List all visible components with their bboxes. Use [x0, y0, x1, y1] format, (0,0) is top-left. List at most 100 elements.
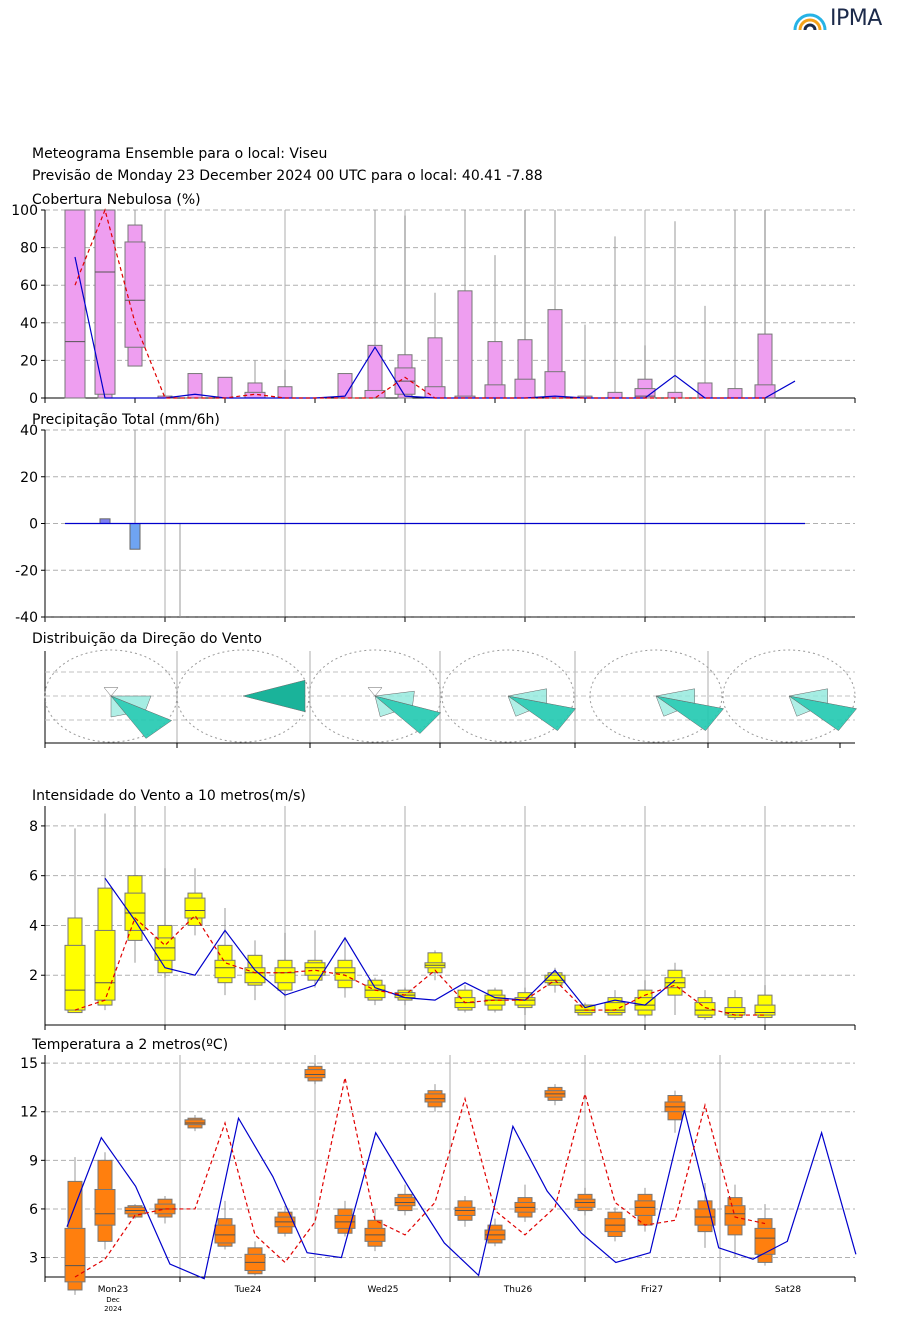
y-tick-label: 20: [20, 470, 38, 486]
wind-box: [184, 897, 206, 919]
cloud-box: [364, 389, 386, 399]
wind-rose-circle: [441, 649, 575, 743]
panel-title: Cobertura Nebulosa (%): [32, 192, 201, 208]
wind-rose-wedge: [367, 687, 383, 697]
cloud-box: [124, 241, 146, 348]
x-tick-label: Sat28: [775, 1285, 801, 1295]
cloud-range: [727, 388, 743, 399]
wind-box: [724, 1007, 746, 1016]
precip-bar: [99, 518, 111, 525]
y-tick-label: 9: [29, 1153, 38, 1169]
x-tick-label: Thu26: [503, 1285, 533, 1295]
temp-box: [754, 1227, 776, 1255]
wind-box: [244, 967, 266, 984]
cloud-box: [754, 384, 776, 399]
wind-rose-wedge: [110, 695, 152, 711]
temp-box: [634, 1200, 656, 1216]
wind-rose-wedge: [374, 695, 395, 718]
y-tick-label: -20: [15, 563, 38, 579]
y-tick-label: 40: [20, 316, 38, 332]
cloud-range: [667, 391, 683, 399]
precip-bar: [129, 523, 141, 550]
wind-rose-wedge: [655, 688, 695, 704]
cloud-box: [484, 384, 506, 399]
wind-box: [154, 937, 176, 961]
wind-rose-wedge: [507, 688, 547, 704]
temp-box: [94, 1188, 116, 1226]
wind-box: [604, 1002, 626, 1014]
y-tick-label: 6: [29, 1202, 38, 1218]
chart-subtitle: Previsão de Monday 23 December 2024 00 U…: [32, 168, 543, 184]
y-tick-label: 0: [29, 391, 38, 407]
wind-rose-wedge: [655, 695, 678, 717]
y-tick-label: 100: [11, 203, 38, 219]
cloud-range: [277, 386, 293, 399]
cloud-box: [424, 386, 446, 399]
temp-box: [454, 1206, 476, 1216]
logo-text: IPMA: [830, 6, 882, 31]
x-tick-label: Fri27: [641, 1285, 663, 1295]
panel-title: Precipitação Total (mm/6h): [32, 412, 220, 428]
wind-rose-circle: [308, 649, 442, 743]
wind-box: [544, 974, 566, 984]
temp-box: [394, 1197, 416, 1207]
y-tick-label: 3: [29, 1251, 38, 1267]
wind-box: [754, 1004, 776, 1016]
wind-rose-wedge: [788, 695, 811, 717]
y-tick-label: 80: [20, 241, 38, 257]
x-tick-label: Mon23: [98, 1285, 128, 1295]
x-tick-sublabel: 2024: [104, 1305, 122, 1313]
y-tick-label: 4: [29, 918, 38, 934]
y-tick-label: 6: [29, 869, 38, 885]
y-tick-label: 8: [29, 819, 38, 835]
temp-box: [184, 1119, 206, 1126]
x-tick-sublabel: Dec: [106, 1296, 120, 1304]
cloud-range: [217, 376, 233, 399]
temp-control-line: [66, 1109, 857, 1280]
wind-rose-circle: [176, 649, 310, 743]
cloud-range: [337, 373, 353, 399]
wind-box: [124, 892, 146, 931]
wind-rose-wedge: [103, 687, 119, 697]
temp-box: [424, 1093, 446, 1103]
y-tick-label: 12: [20, 1105, 38, 1121]
temp-box: [304, 1069, 326, 1079]
wind-rose-circle: [44, 649, 178, 743]
chart-title: Meteograma Ensemble para o local: Viseu: [32, 146, 328, 162]
ipma-logo: IPMA: [792, 4, 892, 34]
y-tick-label: 0: [29, 517, 38, 533]
wind-box: [94, 929, 116, 1001]
wind-box: [274, 967, 296, 984]
wind-rose-wedge: [110, 695, 127, 718]
x-tick-label: Wed25: [367, 1285, 398, 1295]
cloud-median-line: [74, 208, 765, 399]
wind-rose-wedge: [242, 679, 306, 713]
temp-box: [64, 1227, 86, 1283]
panel-title: Distribuição da Direção do Vento: [32, 631, 262, 647]
y-tick-label: 40: [20, 423, 38, 439]
wind-box: [64, 944, 86, 1011]
wind-rose-wedge: [507, 695, 530, 717]
wind-rose-circle: [589, 649, 723, 743]
y-tick-label: 60: [20, 278, 38, 294]
y-tick-label: -40: [15, 610, 38, 626]
wind-rose-wedge: [788, 688, 828, 704]
cloud-box: [514, 378, 536, 399]
panel-title: Intensidade do Vento a 10 metros(m/s): [32, 788, 306, 804]
temp-median-line: [74, 1077, 766, 1278]
y-tick-label: 2: [29, 968, 38, 984]
wind-rose-wedge: [374, 690, 415, 706]
temp-box: [574, 1198, 596, 1208]
cloud-box: [544, 371, 566, 399]
wind-median-line: [74, 914, 765, 1016]
wind-box: [694, 1002, 716, 1016]
temp-box: [214, 1224, 236, 1244]
x-tick-label: Tue24: [234, 1285, 262, 1295]
y-tick-label: 20: [20, 353, 38, 369]
panel-title: Temperatura a 2 metros(ºC): [31, 1037, 228, 1053]
wind-box: [514, 997, 536, 1006]
ipma-logo-icon: [793, 13, 827, 31]
cloud-box: [64, 209, 86, 399]
cloud-range: [607, 391, 623, 399]
